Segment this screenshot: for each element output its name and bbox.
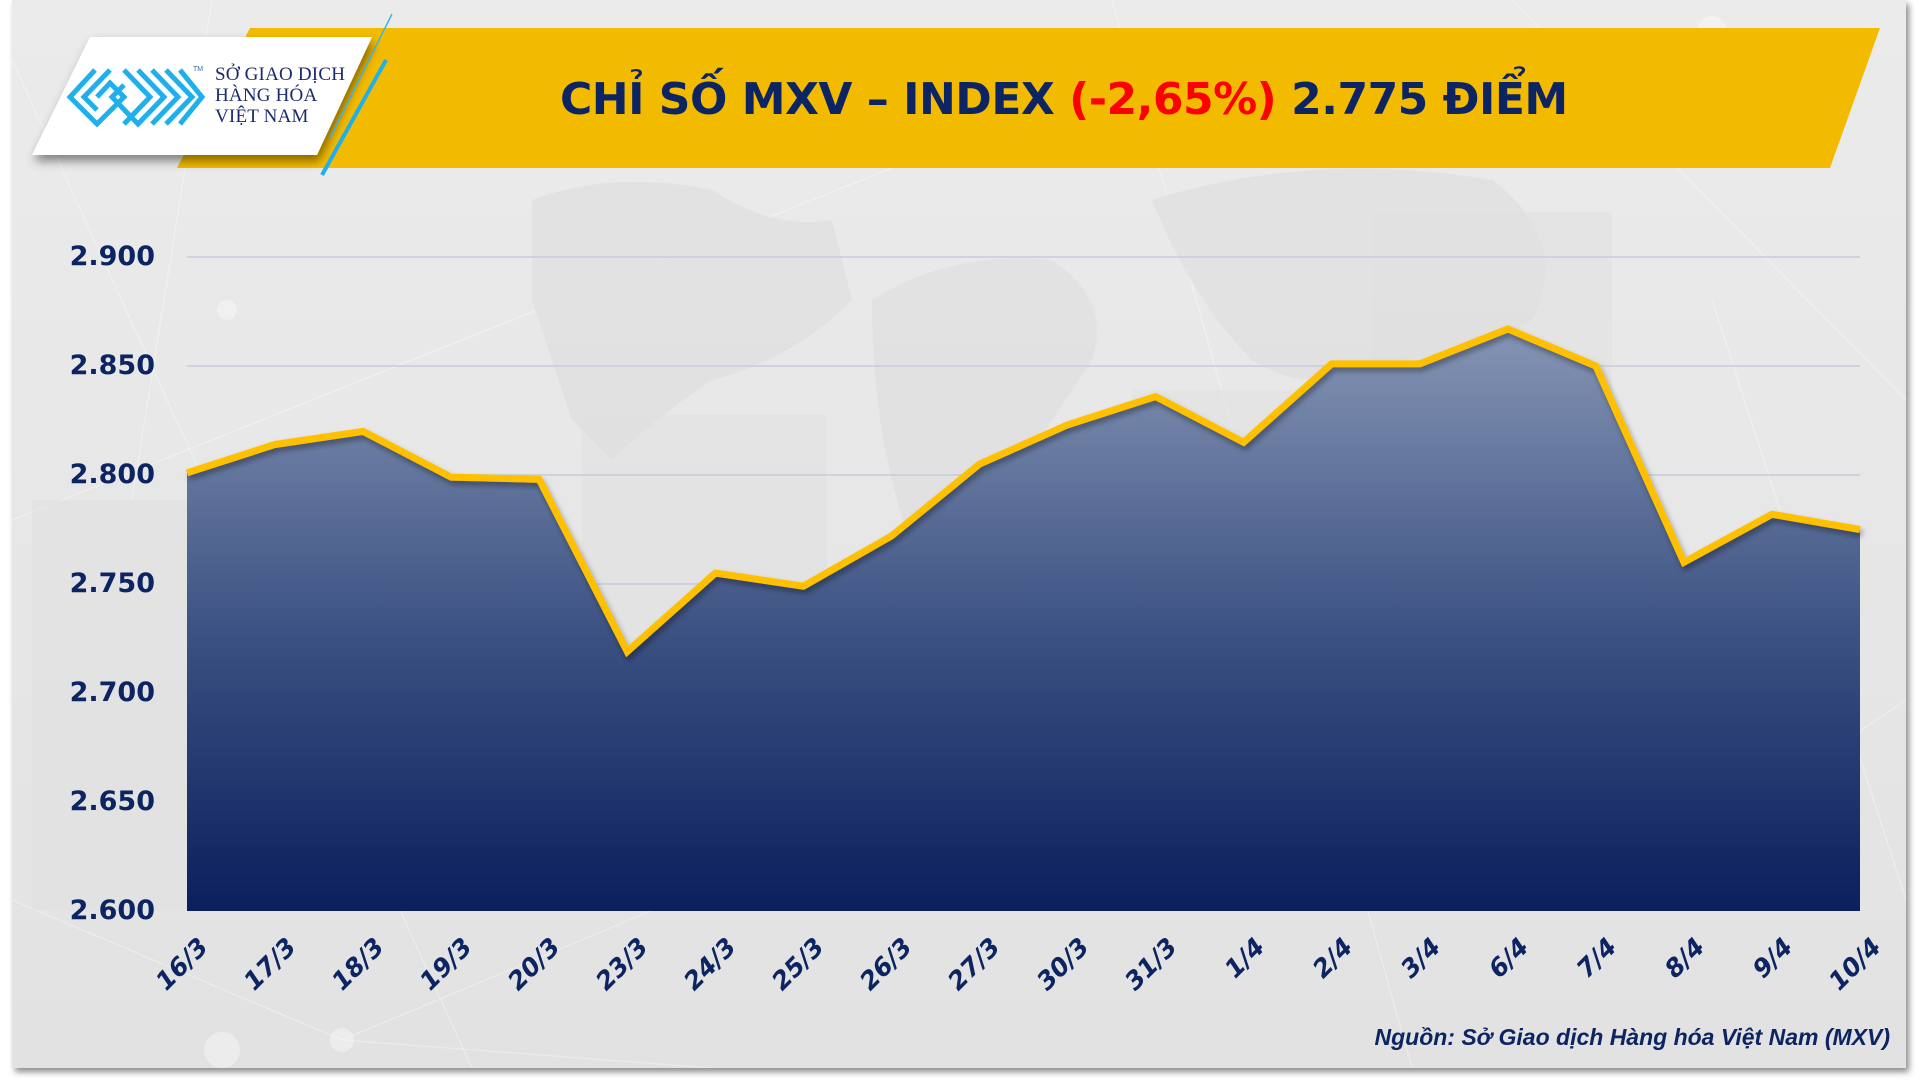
trademark-mark: TM <box>193 66 204 73</box>
source-note: Nguồn: Sở Giao dịch Hàng hóa Việt Nam (M… <box>1374 1024 1890 1050</box>
y-tick-label: 2.900 <box>69 241 155 272</box>
y-tick-label: 2.750 <box>69 568 155 599</box>
title-change-percent: (-2,65%) <box>1069 74 1277 125</box>
logo-line-2: HÀNG HÓA <box>215 85 318 106</box>
chart-title: CHỈ SỐ MXV – INDEX (-2,65%) 2.775 ĐIỂM <box>560 72 1568 128</box>
y-tick-label: 2.700 <box>69 677 155 708</box>
logo-line-1: SỞ GIAO DỊCH <box>215 64 346 85</box>
index-line <box>185 325 1861 658</box>
y-tick-label: 2.800 <box>69 459 155 490</box>
header-banner <box>32 13 1880 176</box>
y-tick-label: 2.850 <box>69 350 155 381</box>
logo-line-3: VIỆT NAM <box>215 106 309 127</box>
title-prefix: CHỈ SỐ MXV – INDEX <box>560 74 1055 125</box>
title-banner-shape <box>177 28 1880 168</box>
accent-line-thin <box>329 13 393 139</box>
y-tick-label: 2.650 <box>69 786 155 817</box>
title-index-value: 2.775 ĐIỂM <box>1291 74 1568 125</box>
y-tick-label: 2.600 <box>69 895 155 926</box>
accent-line-thick <box>320 59 388 176</box>
mxv-maze-logo-icon <box>66 68 206 128</box>
area-fill <box>187 328 1860 911</box>
logo-text: SỞ GIAO DỊCH HÀNG HÓA VIỆT NAM <box>215 64 345 127</box>
